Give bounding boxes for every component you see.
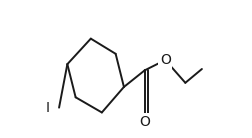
Text: O: O [160, 53, 171, 67]
Text: I: I [46, 101, 50, 115]
Text: O: O [139, 115, 150, 129]
